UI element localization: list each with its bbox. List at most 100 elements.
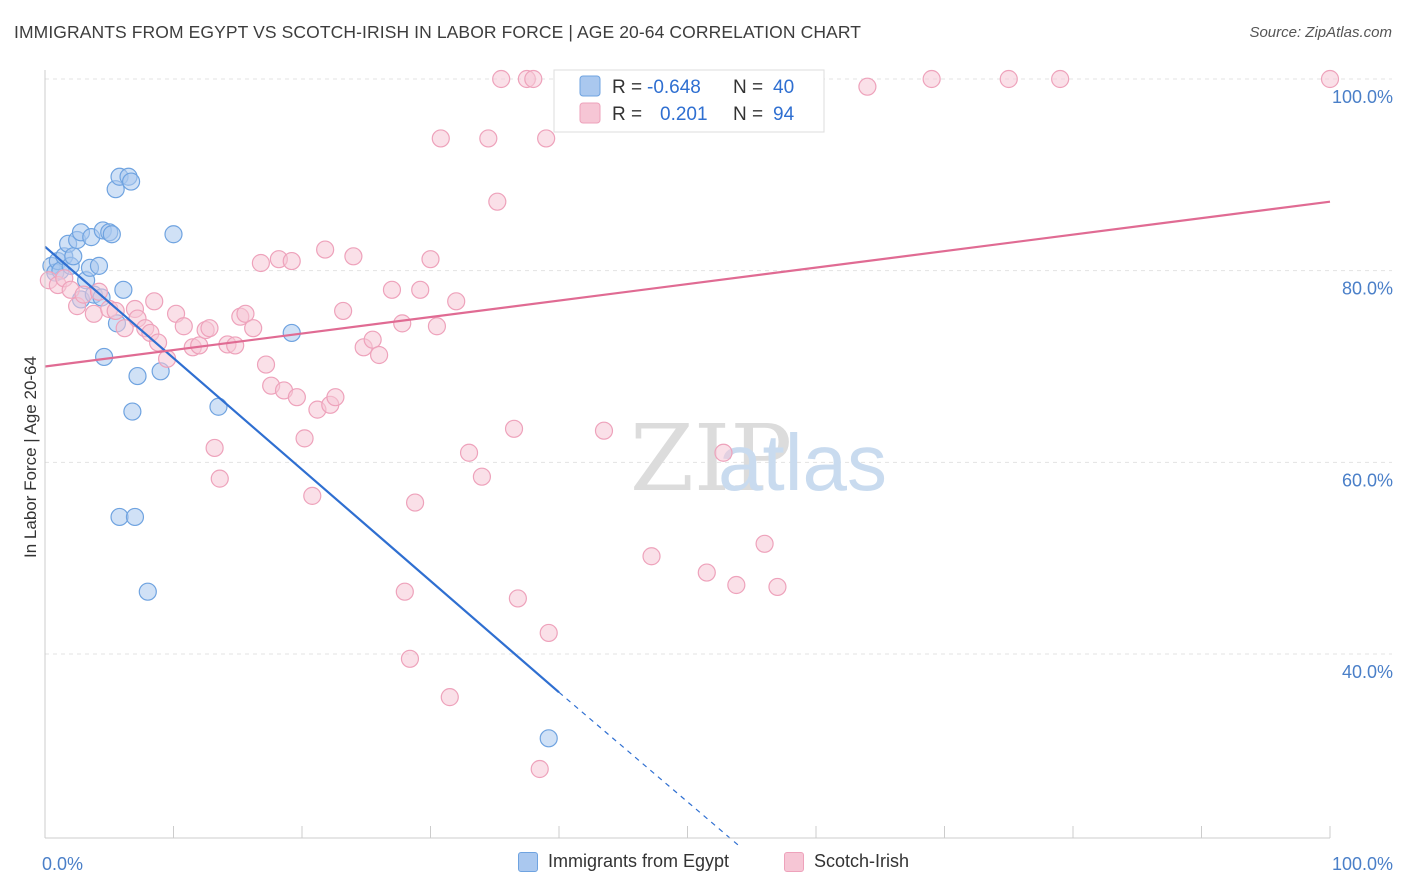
data-point (539, 729, 558, 748)
data-point (479, 129, 498, 148)
data-point (326, 388, 345, 407)
watermark: ZIP atlas (630, 405, 887, 512)
trend-line-extension-egypt (558, 691, 740, 847)
stats-r-label-2: R = (612, 104, 642, 125)
data-point (405, 493, 425, 512)
data-point (64, 247, 83, 266)
data-point (858, 77, 877, 96)
data-point (1051, 69, 1070, 89)
data-point (539, 623, 558, 643)
data-point (121, 172, 141, 191)
data-point (256, 355, 276, 374)
legend-swatch-egypt (518, 851, 538, 872)
data-point (145, 292, 164, 311)
data-point (316, 240, 335, 259)
data-point (209, 397, 228, 416)
data-point (303, 486, 322, 505)
data-point (236, 304, 255, 323)
data-point (282, 323, 301, 343)
data-point (344, 247, 363, 266)
watermark-zip: ZIP (630, 405, 792, 512)
data-point (363, 330, 382, 349)
data-point (125, 507, 145, 527)
data-point (492, 69, 511, 89)
series-scotch-irish (39, 69, 1340, 779)
data-point (524, 69, 543, 89)
chart-title: IMMIGRANTS FROM EGYPT VS SCOTCH-IRISH IN… (14, 22, 862, 42)
points-layer (39, 69, 1340, 779)
data-point (431, 129, 450, 148)
data-point (508, 589, 527, 608)
data-point (114, 280, 133, 299)
stats-swatch-scotch-irish (579, 102, 601, 124)
data-point (200, 319, 219, 338)
data-point (999, 69, 1018, 89)
stats-legend: R = -0.648 N = 40 R = 0.201 N = 94 (553, 69, 825, 133)
data-point (226, 336, 245, 355)
data-point (440, 688, 459, 707)
data-point (164, 225, 183, 244)
data-point (594, 421, 614, 440)
data-point (251, 253, 270, 273)
y-tick-label: 100.0% (1332, 87, 1393, 107)
data-point (244, 319, 263, 338)
data-point (95, 347, 114, 367)
axes-layer: 40.0% 60.0% 80.0% 100.0% 0.0% 100.0% (42, 70, 1393, 874)
data-point (287, 388, 306, 407)
trend-layer (44, 200, 1331, 847)
x-tick-label-max: 100.0% (1332, 854, 1393, 874)
data-point (922, 69, 941, 89)
legend-label-scotch-irish: Scotch-Irish (814, 851, 910, 871)
data-point (370, 345, 389, 365)
data-point (84, 304, 103, 323)
legend-item-egypt[interactable]: Immigrants from Egypt (518, 851, 729, 872)
y-tick-label: 40.0% (1342, 662, 1393, 682)
data-point (459, 443, 479, 462)
data-point (755, 534, 774, 553)
data-point (174, 317, 193, 336)
legend-item-scotch-irish[interactable]: Scotch-Irish (784, 851, 909, 872)
data-point (74, 285, 93, 304)
data-point (714, 443, 733, 462)
data-point (128, 366, 147, 386)
x-tick-label-min: 0.0% (42, 854, 83, 874)
stats-n-value-2: 94 (773, 104, 795, 125)
data-point (395, 582, 414, 601)
watermark-atlas: atlas (718, 418, 887, 507)
grid-layer (45, 78, 1392, 655)
y-tick-label: 60.0% (1342, 470, 1393, 490)
data-point (205, 438, 224, 458)
data-point (421, 250, 440, 269)
trend-line-scotch-irish (44, 200, 1331, 368)
data-point (295, 429, 314, 448)
data-point (411, 280, 430, 299)
stats-n-value-1: 40 (773, 77, 794, 98)
stats-swatch-egypt (579, 75, 601, 97)
data-point (400, 649, 420, 668)
legend-swatch-scotch-irish (784, 851, 804, 872)
data-point (102, 225, 121, 244)
data-point (768, 577, 787, 597)
data-point (642, 547, 661, 566)
data-point (697, 563, 716, 582)
series-legend: Immigrants from Egypt Scotch-Irish (0, 851, 1406, 879)
data-point (1320, 69, 1340, 89)
source-attribution: Source: ZipAtlas.com (1249, 24, 1392, 41)
data-point (393, 314, 412, 333)
legend-label-egypt: Immigrants from Egypt (548, 851, 730, 871)
stats-r-value-2: 0.201 (660, 104, 708, 125)
data-point (427, 317, 447, 336)
data-point (537, 129, 556, 148)
data-point (282, 251, 301, 271)
y-tick-label: 80.0% (1342, 279, 1393, 299)
data-point (504, 419, 524, 438)
data-point (106, 301, 125, 321)
y-axis-label: In Labor Force | Age 20-64 (21, 356, 40, 558)
data-point (138, 582, 157, 601)
stats-r-label-1: R = (612, 77, 642, 98)
data-point (472, 467, 491, 486)
stats-n-label-1: N = (733, 77, 763, 98)
data-point (488, 192, 507, 211)
series-egypt (42, 167, 558, 748)
